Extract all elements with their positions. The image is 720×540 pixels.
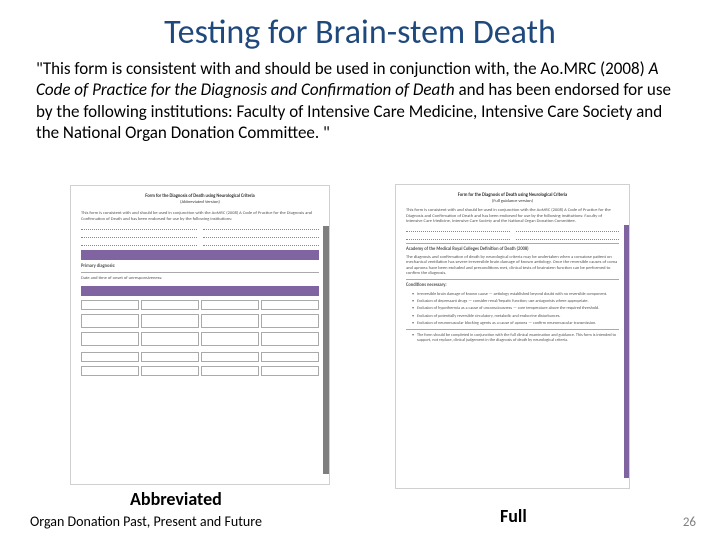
mini-grid: [81, 366, 319, 376]
bullet-list: Irreversible brain damage of known cause…: [412, 292, 619, 326]
form-full-content: Form for the Diagnosis of Death using Ne…: [396, 185, 629, 355]
mini-grid: [81, 332, 319, 346]
bullet: The form should be completed in conjunct…: [412, 333, 619, 344]
footer-title: Organ Donation Past, Present and Future: [30, 513, 262, 530]
cell: [261, 300, 319, 310]
bullet: Exclusion of potentially reversible circ…: [412, 314, 619, 319]
bullet: Exclusion of neuromuscular blocking agen…: [412, 321, 619, 326]
cell: [261, 366, 319, 376]
page-number: 26: [683, 515, 696, 530]
form-field-row: [406, 234, 619, 240]
cell: [141, 300, 199, 310]
section-body: The diagnosis and confirmation of death …: [406, 255, 619, 277]
mini-grid: [81, 352, 319, 362]
body-paragraph: "This form is consistent with and should…: [36, 58, 684, 143]
bullet: Exclusion of depressant drugs — consider…: [412, 299, 619, 304]
form-field-row: [81, 224, 319, 230]
body-part-1: "This form is consistent with and should…: [36, 58, 649, 79]
mini-grid: [81, 300, 319, 310]
cell: [141, 332, 199, 346]
label-full: Full: [500, 505, 527, 527]
form-abbrev-content: Form for the Diagnosis of Death using Ne…: [71, 186, 329, 384]
cell: [81, 332, 139, 346]
mini-grid: [81, 314, 319, 328]
cell: [201, 300, 259, 310]
slide-title: Testing for Brain-stem Death: [0, 12, 720, 53]
divider: [406, 279, 619, 280]
form-field-row: [81, 240, 319, 246]
section-title: Academy of the Medical Royal Colleges De…: [406, 247, 619, 252]
label-abbreviated: Abbreviated: [130, 488, 222, 510]
divider: [406, 243, 619, 244]
form-subheading: (Full guidance version): [406, 199, 619, 205]
section-bar: [81, 250, 319, 260]
form-subheading: (Abbreviated Version): [81, 200, 319, 206]
cell: [81, 300, 139, 310]
cell: [141, 366, 199, 376]
form-field-row: [81, 232, 319, 238]
cell: [261, 314, 319, 328]
cell: [81, 314, 139, 328]
cell: [141, 314, 199, 328]
form-sub1: Primary diagnosis:: [81, 264, 319, 269]
cell: [201, 314, 259, 328]
section-bar: [81, 286, 319, 296]
cell: [201, 332, 259, 346]
cell: [261, 332, 319, 346]
cell: [81, 352, 139, 362]
divider: [81, 272, 319, 273]
form-intro: This form is consistent with and should …: [81, 211, 319, 222]
bullet: Irreversible brain damage of known cause…: [412, 292, 619, 297]
form-edge: [323, 226, 329, 474]
cell: [141, 352, 199, 362]
bullet: Exclusion of hypothermia as a cause of u…: [412, 306, 619, 311]
form-field-row: [406, 226, 619, 232]
divider: [406, 329, 619, 330]
bullet-list: The form should be completed in conjunct…: [412, 333, 619, 344]
form-abbreviated: Form for the Diagnosis of Death using Ne…: [70, 185, 330, 485]
cell: [261, 352, 319, 362]
form-intro: This form is consistent with and should …: [406, 208, 619, 224]
cell: [81, 366, 139, 376]
section-title: Conditions necessary:: [406, 283, 619, 288]
form-edge: [624, 225, 629, 478]
slide: Testing for Brain-stem Death "This form …: [0, 0, 720, 540]
form-sub2: Date and time of onset of unresponsivene…: [81, 276, 319, 281]
form-full: Form for the Diagnosis of Death using Ne…: [395, 184, 630, 489]
cell: [201, 366, 259, 376]
cell: [201, 352, 259, 362]
